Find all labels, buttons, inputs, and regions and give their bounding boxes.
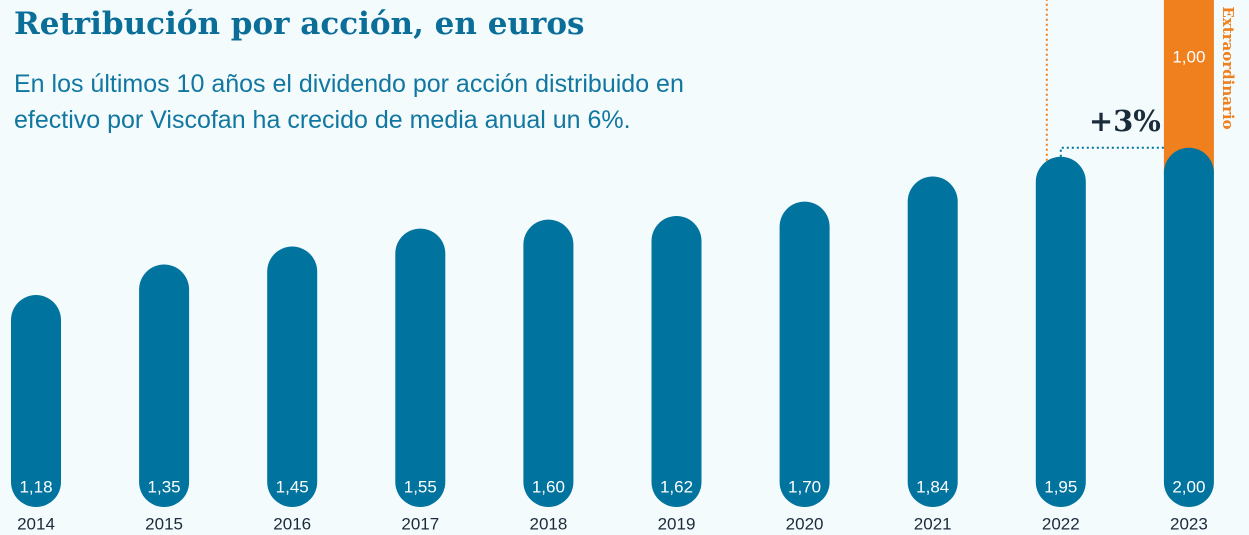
bar <box>139 264 190 507</box>
value-label: 1,60 <box>532 477 565 496</box>
value-label: 1,70 <box>788 477 821 496</box>
bar <box>1163 147 1214 507</box>
value-label: 1,62 <box>660 477 693 496</box>
bar <box>395 228 446 507</box>
value-label: 1,95 <box>1044 477 1077 496</box>
bar <box>1163 0 1214 198</box>
x-tick-label: 2015 <box>145 514 183 533</box>
x-tick-label: 2018 <box>529 514 567 533</box>
x-tick-label: 2023 <box>1170 514 1208 533</box>
x-tick-label: 2016 <box>273 514 311 533</box>
value-label: 1,55 <box>404 477 437 496</box>
bar <box>779 201 830 507</box>
bar <box>523 219 574 507</box>
value-label: 1,84 <box>916 477 949 496</box>
bar <box>651 216 702 507</box>
bar <box>907 176 958 507</box>
x-tick-label: 2020 <box>786 514 824 533</box>
value-label: 1,45 <box>276 477 309 496</box>
connector <box>1059 146 1164 157</box>
value-label: 1,35 <box>148 477 181 496</box>
x-tick-label: 2019 <box>658 514 696 533</box>
x-tick-label: 2021 <box>914 514 952 533</box>
x-tick-label: 2014 <box>17 514 55 533</box>
x-tick-label: 2022 <box>1042 514 1080 533</box>
bar <box>267 246 318 508</box>
annotation: +3% <box>1089 104 1161 138</box>
chart-subtitle: En los últimos 10 años el dividendo por … <box>14 70 684 134</box>
series-label: Extraordinario <box>1219 6 1237 129</box>
value-label: 2,00 <box>1172 477 1205 496</box>
bar <box>1035 156 1086 507</box>
value-label: 1,18 <box>19 477 52 496</box>
x-tick-label: 2017 <box>401 514 439 533</box>
chart-title: Retribución por acción, en euros <box>14 6 585 42</box>
bar <box>11 295 61 507</box>
value-label: 1,00 <box>1172 47 1205 66</box>
